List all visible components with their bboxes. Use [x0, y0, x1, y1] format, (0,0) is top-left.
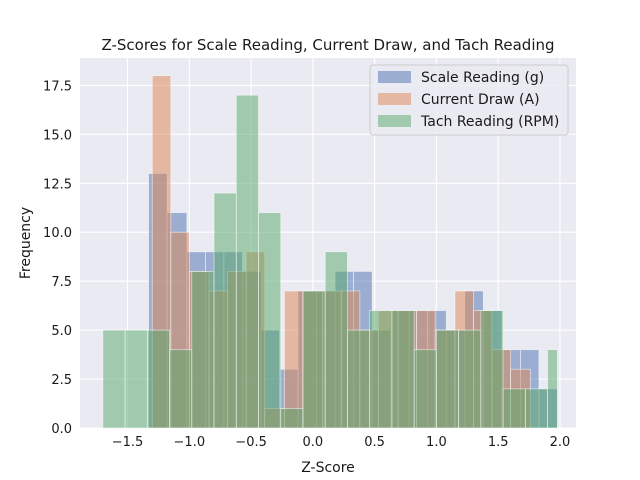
y-tick-label: 15.0 [43, 128, 72, 143]
histogram-bar [391, 310, 415, 429]
y-axis-label: Frequency [18, 207, 34, 279]
histogram-bar [191, 270, 215, 429]
legend-label-current-draw: Current Draw (A) [421, 92, 540, 108]
y-tick-label: 10.0 [43, 226, 72, 241]
histogram-bar [258, 212, 282, 429]
x-tick-label: −1.5 [112, 435, 144, 450]
y-tick-label: 12.5 [43, 177, 72, 192]
histogram-bar [124, 329, 148, 429]
legend-swatch-scale-reading [378, 71, 411, 83]
histogram-bar [280, 408, 304, 429]
histogram-bar [369, 310, 393, 429]
histogram-bar [547, 349, 558, 429]
legend-label-tach-reading: Tach Reading (RPM) [420, 114, 559, 130]
y-tick-label: 7.5 [51, 275, 72, 290]
histogram-bar [146, 329, 170, 429]
histogram-bar [235, 94, 259, 429]
y-tick-label: 2.5 [51, 373, 72, 388]
y-tick-labels: 0.0 2.5 5.0 7.5 10.0 12.5 15.0 17.5 [43, 79, 72, 437]
chart-title: Z-Scores for Scale Reading, Current Draw… [101, 36, 554, 54]
x-tick-label: 1.0 [426, 435, 447, 450]
series-tach-reading-rpm [102, 94, 558, 429]
x-tick-label: 2.0 [550, 435, 571, 450]
y-tick-label: 17.5 [43, 79, 72, 94]
histogram-bar [502, 388, 526, 429]
x-tick-label: −1.0 [174, 435, 206, 450]
legend-label-scale-reading: Scale Reading (g) [421, 70, 544, 86]
histogram-bar [169, 349, 193, 429]
legend-swatch-tach-reading [378, 115, 411, 127]
histogram-bar [284, 290, 304, 429]
histogram-bar [302, 290, 326, 429]
legend-frame [369, 64, 569, 136]
histogram-bar [480, 310, 504, 429]
histogram-bar [347, 329, 371, 429]
bars [102, 75, 558, 429]
histogram-bar [458, 329, 482, 429]
histogram-bar [436, 329, 460, 429]
histogram-bar [102, 329, 126, 429]
y-tick-label: 5.0 [51, 324, 72, 339]
x-tick-label: 1.5 [488, 435, 509, 450]
histogram-bar [213, 192, 237, 429]
x-tick-label: 0.0 [303, 435, 324, 450]
x-tick-labels: −1.5 −1.0 −0.5 0.0 0.5 1.0 1.5 2.0 [112, 435, 571, 450]
x-tick-label: 0.5 [364, 435, 385, 450]
histogram-bar [413, 349, 437, 429]
y-tick-label: 0.0 [51, 422, 72, 437]
x-tick-label: −0.5 [235, 435, 267, 450]
histogram-bar [524, 388, 548, 429]
legend-swatch-current-draw [378, 93, 411, 105]
x-axis-label: Z-Score [301, 460, 355, 476]
histogram-bar [324, 251, 348, 429]
legend: Scale Reading (g) Current Draw (A) Tach … [369, 64, 569, 136]
